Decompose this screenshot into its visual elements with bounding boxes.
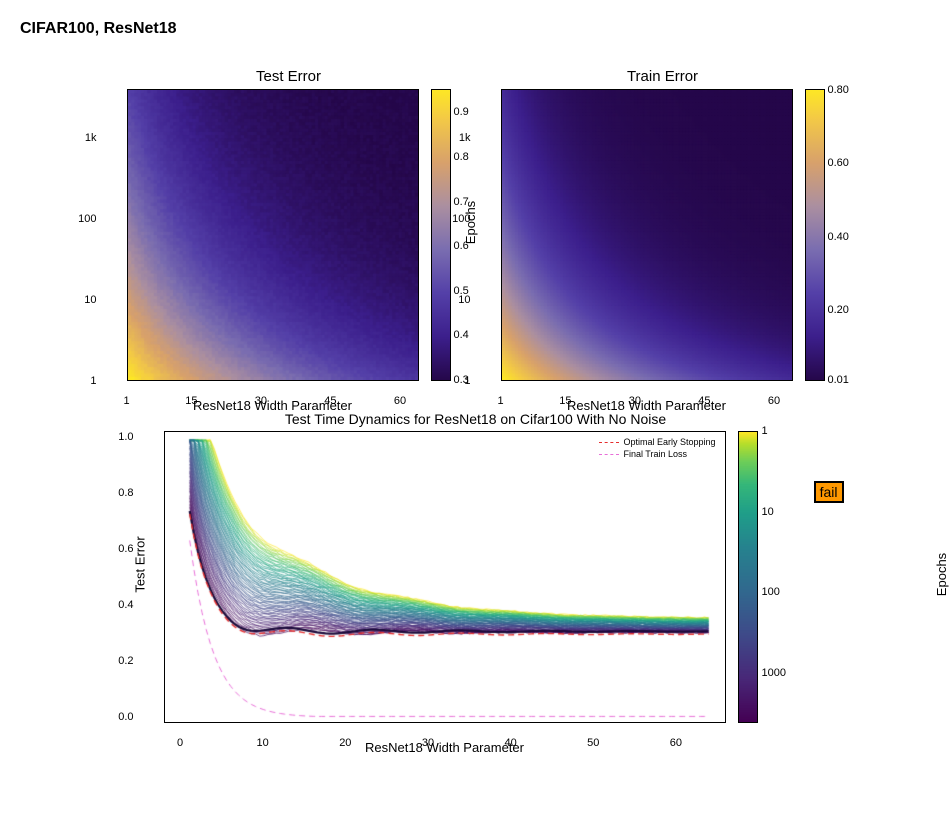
test-error-colorbar: 0.30.40.50.60.70.80.9 xyxy=(431,89,451,381)
line-chart-xtitle: ResNet18 Width Parameter xyxy=(365,740,524,755)
train-error-title: Train Error xyxy=(627,68,698,85)
test-error-heatmap xyxy=(127,89,419,381)
train-error-ytitle: Epochs xyxy=(463,201,478,244)
line-chart-panel: Test Time Dynamics for ResNet18 on Cifar… xyxy=(164,411,788,723)
line-chart xyxy=(164,431,726,723)
test-error-panel: Test Error 1101001k 115304560 ResNet18 W… xyxy=(127,68,451,381)
fail-badge: fail xyxy=(814,481,844,503)
train-error-panel: Train Error 1101001k Epochs 115304560 Re… xyxy=(501,68,825,381)
train-error-colorbar: 0.010.200.400.600.80 xyxy=(805,89,825,381)
bottom-row: Test Time Dynamics for ResNet18 on Cifar… xyxy=(20,411,931,723)
train-error-heatmap xyxy=(501,89,793,381)
line-chart-colorbar-ticks: 1101001000 xyxy=(758,431,788,721)
line-chart-colorbar-title: Epochs xyxy=(934,553,949,596)
line-chart-ytitle: Test Error xyxy=(132,536,147,592)
line-chart-title: Test Time Dynamics for ResNet18 on Cifar… xyxy=(285,411,666,427)
line-chart-legend: Optimal Early StoppingFinal Train Loss xyxy=(599,437,715,461)
page-title: CIFAR100, ResNet18 xyxy=(20,20,931,38)
top-row: Test Error 1101001k 115304560 ResNet18 W… xyxy=(20,68,931,381)
line-chart-colorbar xyxy=(738,431,758,723)
test-error-title: Test Error xyxy=(256,68,321,85)
